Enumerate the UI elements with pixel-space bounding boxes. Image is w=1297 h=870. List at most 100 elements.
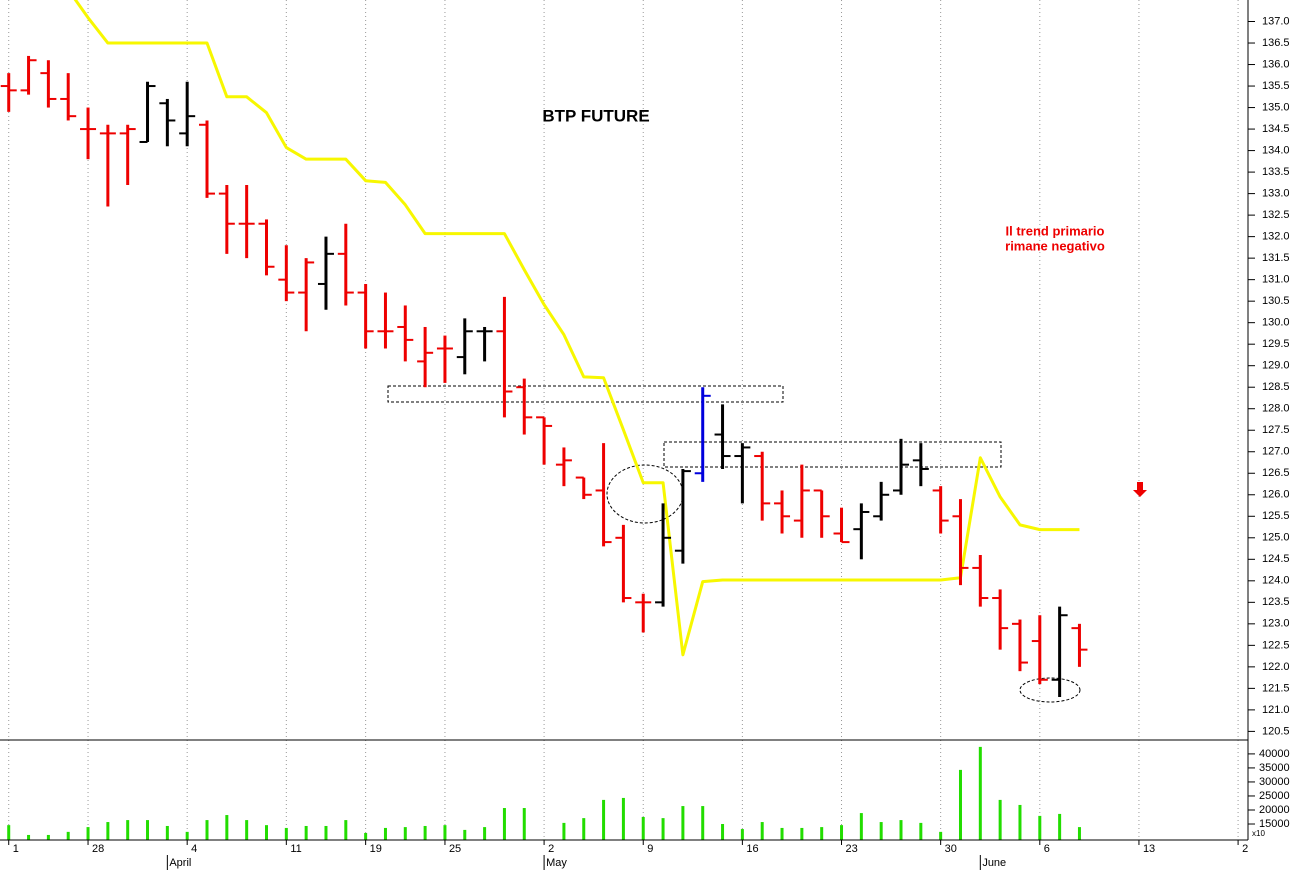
volume-bar — [582, 818, 586, 840]
y-tick-label: 133.5 — [1262, 166, 1290, 178]
volume-bar — [621, 797, 625, 840]
volume-bar — [27, 834, 31, 840]
y-tick-label: 124.5 — [1262, 553, 1290, 565]
volume-bar — [86, 827, 90, 840]
x-tick-label: 2 — [548, 843, 554, 855]
volume-unit-label: x10 — [1252, 829, 1265, 838]
y-tick-label: 132.5 — [1262, 209, 1290, 221]
y-tick-label: 120.5 — [1262, 725, 1290, 737]
volume-bar — [304, 825, 308, 840]
volume-bar — [681, 806, 685, 840]
y-tick-label: 128.0 — [1262, 403, 1290, 415]
month-label: April — [169, 857, 191, 869]
month-label: June — [982, 857, 1006, 869]
y-tick-label: 40000 — [1259, 748, 1290, 760]
y-tick-label: 131.0 — [1262, 274, 1290, 286]
x-tick-label: 6 — [1044, 843, 1050, 855]
y-tick-label: 35000 — [1259, 762, 1290, 774]
volume-bar — [502, 808, 506, 840]
volume-bar — [185, 831, 189, 840]
volume-bar — [800, 827, 804, 840]
volume-bar — [146, 820, 150, 840]
volume-bar — [939, 831, 943, 840]
y-tick-label: 129.0 — [1262, 360, 1290, 372]
y-tick-label: 133.0 — [1262, 188, 1290, 200]
volume-bar — [859, 813, 863, 840]
volume-bar — [443, 825, 447, 840]
x-tick-label: 1 — [13, 843, 19, 855]
volume-bar — [1077, 827, 1081, 840]
x-tick-label: 16 — [746, 843, 758, 855]
volume-bar — [423, 825, 427, 840]
volume-bar — [522, 808, 526, 840]
y-tick-label: 130.5 — [1262, 295, 1290, 307]
volume-bar — [324, 825, 328, 840]
volume-bar — [7, 825, 11, 840]
y-tick-label: 131.5 — [1262, 252, 1290, 264]
volume-bar — [562, 822, 566, 840]
volume-bar — [958, 769, 962, 840]
volume-bar — [364, 832, 368, 840]
resistance-box — [663, 441, 1002, 468]
x-tick-label: 9 — [647, 843, 653, 855]
volume-bar — [245, 820, 249, 840]
month-label: May — [546, 857, 567, 869]
y-tick-label: 125.0 — [1262, 532, 1290, 544]
volume-bar — [403, 827, 407, 840]
y-tick-label: 121.5 — [1262, 682, 1290, 694]
x-tick-label: 28 — [92, 843, 104, 855]
y-tick-label: 130.0 — [1262, 317, 1290, 329]
y-tick-label: 15000 — [1259, 818, 1290, 830]
volume-bar — [46, 834, 50, 840]
volume-bar — [1038, 815, 1042, 840]
y-tick-label: 129.5 — [1262, 338, 1290, 350]
volume-bar — [165, 825, 169, 840]
y-tick-label: 134.5 — [1262, 123, 1290, 135]
volume-bar — [1018, 804, 1022, 840]
y-tick-label: 25000 — [1259, 790, 1290, 802]
volume-bar — [721, 824, 725, 840]
x-tick-label: 30 — [945, 843, 957, 855]
y-tick-label: 135.5 — [1262, 80, 1290, 92]
volume-bar — [879, 822, 883, 840]
volume-bar — [383, 827, 387, 840]
y-tick-label: 123.5 — [1262, 596, 1290, 608]
y-tick-label: 134.0 — [1262, 144, 1290, 156]
volume-bar — [205, 820, 209, 840]
volume-bar — [126, 820, 130, 840]
y-tick-label: 137.0 — [1262, 15, 1290, 27]
down-arrow — [1133, 482, 1147, 497]
y-tick-label: 124.0 — [1262, 575, 1290, 587]
x-tick-label: 11 — [290, 843, 301, 855]
volume-bar — [106, 822, 110, 840]
trend-line — [73, 0, 1080, 657]
price-plot — [0, 0, 1088, 697]
volume-bar — [760, 822, 764, 840]
annotation: rimane negativo — [1005, 238, 1105, 253]
volume-bar — [641, 817, 645, 840]
volume-bar — [1058, 813, 1062, 840]
x-tick-label: 19 — [370, 843, 382, 855]
y-tick-label: 20000 — [1259, 804, 1290, 816]
y-tick-label: 30000 — [1259, 776, 1290, 788]
y-tick-label: 122.5 — [1262, 639, 1290, 651]
y-tick-label: 135.0 — [1262, 101, 1290, 113]
y-tick-label: 122.0 — [1262, 661, 1290, 673]
y-tick-label: 125.5 — [1262, 510, 1290, 522]
volume-bar — [899, 820, 903, 840]
resistance-box — [387, 385, 784, 403]
y-tick-label: 136.0 — [1262, 58, 1290, 70]
volume-bar — [602, 799, 606, 840]
y-tick-label: 127.5 — [1262, 424, 1290, 436]
volume-bar — [820, 827, 824, 840]
volume-bar — [344, 820, 348, 840]
volume-bar — [225, 815, 229, 840]
annotation: Il trend primario — [1006, 223, 1105, 238]
y-tick-label: 126.0 — [1262, 489, 1290, 501]
volume-bar — [701, 806, 705, 840]
y-tick-label: 123.0 — [1262, 618, 1290, 630]
volume-plot — [7, 746, 1081, 840]
volume-bar — [463, 829, 467, 840]
volume-bar — [740, 829, 744, 840]
